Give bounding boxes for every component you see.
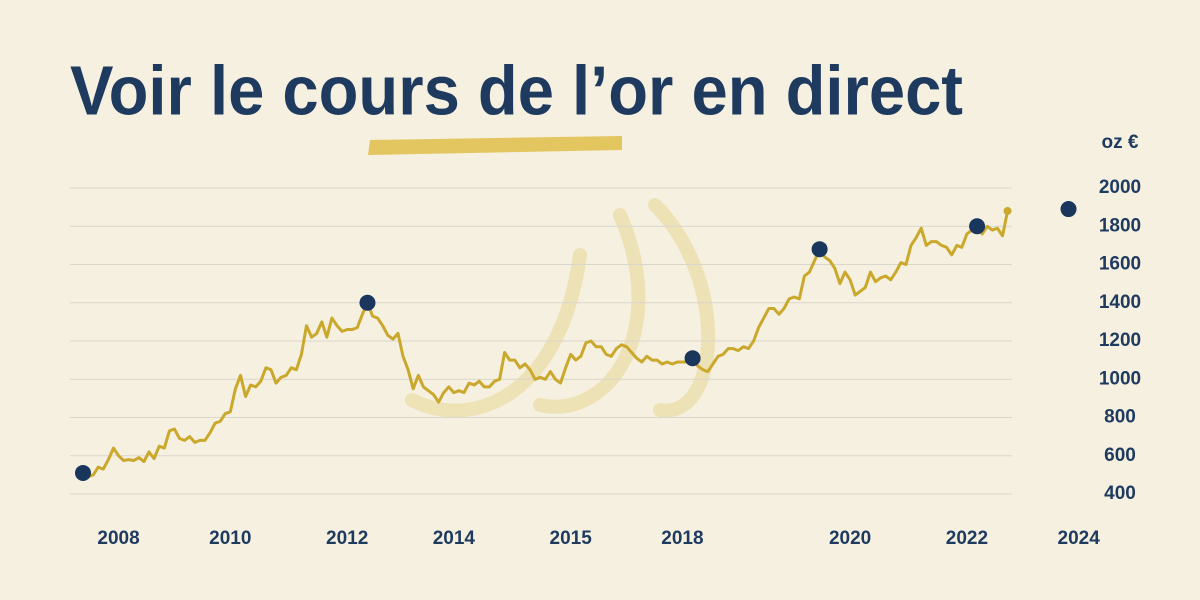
x-tick-label: 2024 [1058,528,1101,549]
title-underline [368,136,622,155]
x-tick-label: 2020 [829,528,871,549]
x-tick-label: 2018 [661,528,703,549]
y-tick-label: 1200 [1099,330,1141,351]
x-tick-label: 2015 [550,528,593,549]
highlight-point [684,350,701,367]
y-tick-label: 1000 [1099,368,1141,389]
x-tick-label: 2012 [326,528,368,549]
highlight-point [359,294,376,311]
y-tick-label: 2000 [1099,177,1141,198]
chart-title: Voir le cours de l’or en direct [70,51,963,129]
x-tick-label: 2008 [97,528,139,549]
x-tick-label: 2010 [209,528,251,549]
end-point [1003,206,1012,215]
x-tick-label: 2014 [433,528,476,549]
y-tick-label: 400 [1104,483,1136,504]
y-tick-label: 800 [1104,407,1136,428]
y-tick-label: 1800 [1099,215,1141,236]
highlight-point [969,218,986,235]
highlight-point [1060,201,1077,218]
decoration [405,198,716,418]
y-tick-label: 1600 [1099,254,1141,275]
y-tick-label: 600 [1104,445,1136,466]
highlight-point [811,241,828,258]
y-unit: oz € [1102,132,1139,153]
x-tick-label: 2022 [946,528,988,549]
y-tick-label: 1400 [1099,292,1141,313]
highlight-point [75,464,91,481]
price-line [82,210,1010,481]
